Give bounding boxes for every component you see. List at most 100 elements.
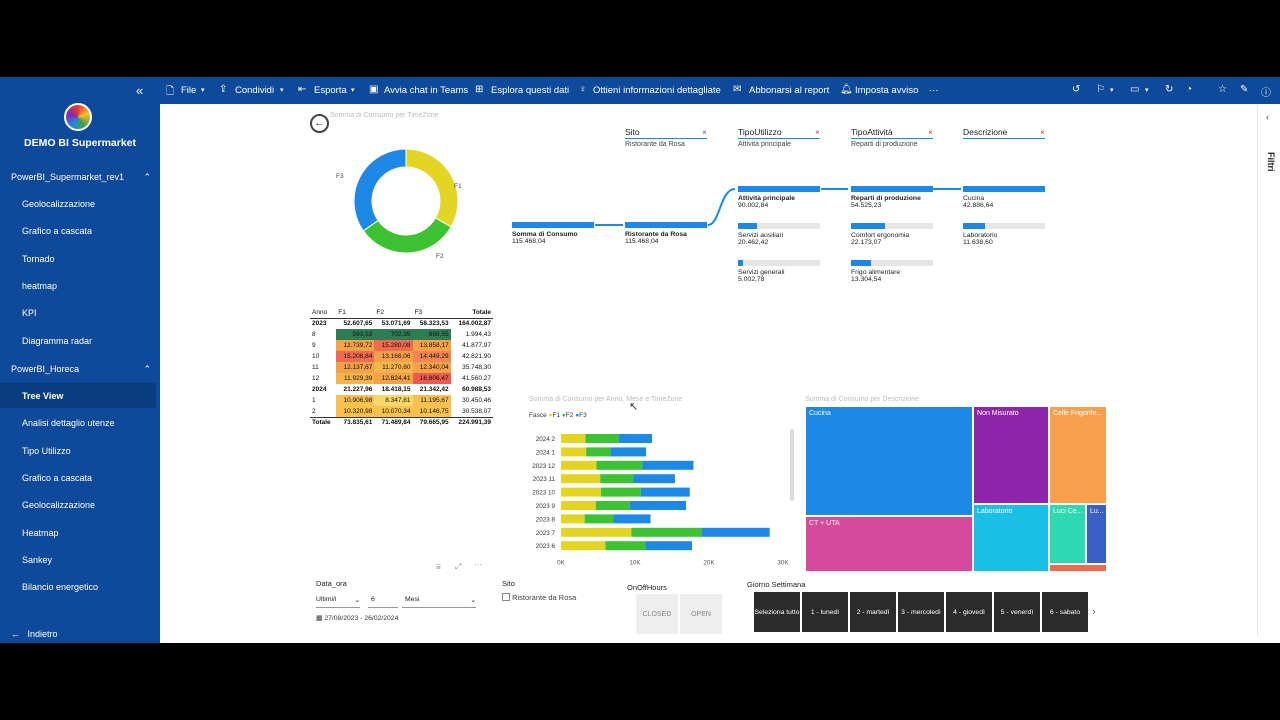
bar-segment[interactable] xyxy=(585,434,619,443)
matrix-header[interactable]: F2 xyxy=(376,308,384,316)
tree-level-header[interactable]: TipoAttività × Reparti di produzione xyxy=(851,127,933,148)
close-icon[interactable]: × xyxy=(815,127,820,137)
bar-segment[interactable] xyxy=(561,501,596,510)
focus-mode-icon[interactable]: ⤢ xyxy=(455,562,462,571)
info-icon[interactable]: ⓘ xyxy=(1261,88,1271,99)
tree-node-bar[interactable] xyxy=(738,260,820,266)
open-button[interactable]: OPEN xyxy=(680,594,722,634)
close-icon[interactable]: × xyxy=(928,127,933,137)
matrix-row[interactable]: 2023 52.607,65 53.071,69 58.323,53 164.002,8… xyxy=(310,318,493,329)
chevron-right-icon[interactable]: › xyxy=(1092,606,1096,618)
tree-node-bar[interactable] xyxy=(738,186,820,192)
nav-group-supermarket[interactable]: PowerBI_Supermarket_rev1 ⌃ xyxy=(11,172,151,182)
treemap-tile[interactable]: Luci Ce... xyxy=(1049,504,1086,564)
insights-button[interactable]: Ottieni informazioni dettagliate xyxy=(593,85,721,96)
matrix-row[interactable]: 1 10.906,98 8.347,81 11.195,67 30.450,46 xyxy=(310,395,493,406)
date-count-input[interactable]: 6 xyxy=(368,594,398,608)
matrix-header[interactable]: Anno xyxy=(312,308,328,316)
bar-segment[interactable] xyxy=(701,527,770,537)
bar-segment[interactable] xyxy=(561,447,587,457)
comment-icon[interactable]: ◔ xyxy=(1186,84,1193,95)
bar-segment[interactable] xyxy=(561,527,632,537)
treemap-tile[interactable]: Celle Frigorife... xyxy=(1049,406,1107,504)
close-icon[interactable]: × xyxy=(1040,127,1045,137)
nav-item-grafico-cascata[interactable]: Grafico a cascata xyxy=(22,226,93,236)
treemap-tile[interactable]: Cucina xyxy=(805,406,973,516)
date-unit-select[interactable]: Mesi ⌄ xyxy=(402,594,476,608)
tree-node-bar[interactable] xyxy=(512,222,594,228)
treemap-tile[interactable] xyxy=(1049,564,1107,572)
nav-item-sankey[interactable]: Sankey xyxy=(22,555,53,565)
tree-node-bar[interactable] xyxy=(625,222,707,228)
tree-node-bar[interactable] xyxy=(963,223,1045,229)
matrix-header[interactable]: F3 xyxy=(414,308,423,316)
treemap-tile[interactable]: Laboratorio xyxy=(973,504,1049,572)
stacked-bar-chart[interactable]: 2024 2 2024 1 2023 12 2023 11 2023 10 2023 9 2… xyxy=(520,424,790,574)
bar-segment[interactable] xyxy=(629,501,687,510)
date-mode-select[interactable]: Ultimi/i ⌄ xyxy=(316,594,360,608)
bar-segment[interactable] xyxy=(586,447,611,457)
matrix-row[interactable]: 2024 21.227,96 18.418,15 21.342,42 60.988,53 xyxy=(310,384,493,395)
bar-segment[interactable] xyxy=(640,487,690,497)
chevron-left-icon[interactable]: « xyxy=(136,83,144,98)
donut-chart[interactable]: F1 F2 F3 xyxy=(336,136,476,266)
bar-segment[interactable] xyxy=(642,460,694,470)
treemap[interactable]: Cucina CT + UTA Non Misurato Laboratorio Cel… xyxy=(805,406,1107,572)
tree-level-header[interactable]: Sito × Ristorante da Rosa xyxy=(625,127,707,148)
checkbox[interactable] xyxy=(502,593,510,601)
nav-item-tree-view[interactable]: Tree View xyxy=(22,391,64,401)
bar-segment[interactable] xyxy=(645,541,692,551)
weekday-button[interactable]: 2 - martedì xyxy=(850,592,896,632)
bar-segment[interactable] xyxy=(618,434,653,443)
matrix-row[interactable]: Totale 73.835,61 71.489,84 79.665,95 224.991… xyxy=(310,417,493,428)
bar-segment[interactable] xyxy=(600,474,634,484)
bar-segment[interactable] xyxy=(561,434,586,443)
bar-segment[interactable] xyxy=(610,447,647,457)
share-menu[interactable]: Condividi xyxy=(235,85,275,96)
bar-chart-scrollbar[interactable] xyxy=(790,429,794,501)
nav-item-kpi[interactable]: KPI xyxy=(22,308,37,318)
treemap-tile[interactable]: Non Misurato xyxy=(973,406,1049,504)
bar-segment[interactable] xyxy=(613,514,651,524)
explore-data-button[interactable]: Esplora questi dati xyxy=(491,85,570,96)
bar-segment[interactable] xyxy=(596,460,643,470)
refresh-icon[interactable]: ↻ xyxy=(1165,84,1174,95)
tree-level-header[interactable]: TipoUtilizzo × Attività principale xyxy=(738,127,820,148)
tree-node-bar[interactable] xyxy=(851,260,933,266)
more-options-button[interactable]: ··· xyxy=(929,85,939,96)
teams-chat-button[interactable]: Avvia chat in Teams xyxy=(384,85,469,96)
close-icon[interactable]: × xyxy=(702,127,707,137)
site-option[interactable]: Ristorante da Rosa xyxy=(502,593,576,602)
weekday-button[interactable]: 6 - sabato xyxy=(1042,592,1088,632)
filter-icon[interactable]: ⩸ xyxy=(436,562,441,571)
nav-item-analisi-utenze[interactable]: Analisi dettaglio utenze xyxy=(22,418,115,428)
weekday-button[interactable]: 5 - venerdì xyxy=(994,592,1040,632)
donut-slice-F3[interactable] xyxy=(353,148,407,232)
bar-segment[interactable] xyxy=(633,474,675,484)
tree-node-bar[interactable] xyxy=(738,223,820,229)
chevron-left-icon[interactable]: ‹ xyxy=(1266,112,1269,122)
weekday-button[interactable]: 1 - lunedì xyxy=(802,592,848,632)
matrix-row[interactable]: 8 593,53 702,35 698,55 1.994,43 xyxy=(310,329,493,340)
nav-item-diagramma-radar[interactable]: Diagramma radar xyxy=(22,336,93,346)
tree-node-bar[interactable] xyxy=(851,186,933,192)
filters-pane[interactable]: ‹ Filtri xyxy=(1257,104,1280,636)
bar-segment[interactable] xyxy=(595,501,630,510)
matrix-row[interactable]: 9 12.739,72 15.280,08 13.858,17 41.877,97 xyxy=(310,340,493,351)
nav-item-tipo-utilizzo[interactable]: Tipo Utilizzo xyxy=(22,446,71,456)
matrix-header[interactable]: F1 xyxy=(338,308,346,316)
bookmark-icon[interactable]: ⚐ xyxy=(1096,84,1105,95)
bar-segment[interactable] xyxy=(584,514,614,524)
nav-item-grafico-cascata-2[interactable]: Grafico a cascata xyxy=(22,473,93,483)
nav-item-geolocalizzazione[interactable]: Geolocalizzazione xyxy=(22,199,96,209)
weekday-button[interactable]: 4 - giovedì xyxy=(946,592,992,632)
undo-icon[interactable]: ↺ xyxy=(1072,84,1081,95)
treemap-tile[interactable]: Lu... xyxy=(1086,504,1107,564)
back-link[interactable]: ← Indietro xyxy=(11,629,58,639)
file-menu[interactable]: File xyxy=(181,85,197,96)
bar-segment[interactable] xyxy=(631,527,702,537)
nav-item-geolocalizzazione-2[interactable]: Geolocalizzazione xyxy=(22,500,96,510)
donut-slice-F1[interactable] xyxy=(405,148,459,228)
tree-level-header[interactable]: Descrizione × xyxy=(963,127,1045,139)
edit-icon[interactable]: ✎ xyxy=(1240,84,1249,95)
